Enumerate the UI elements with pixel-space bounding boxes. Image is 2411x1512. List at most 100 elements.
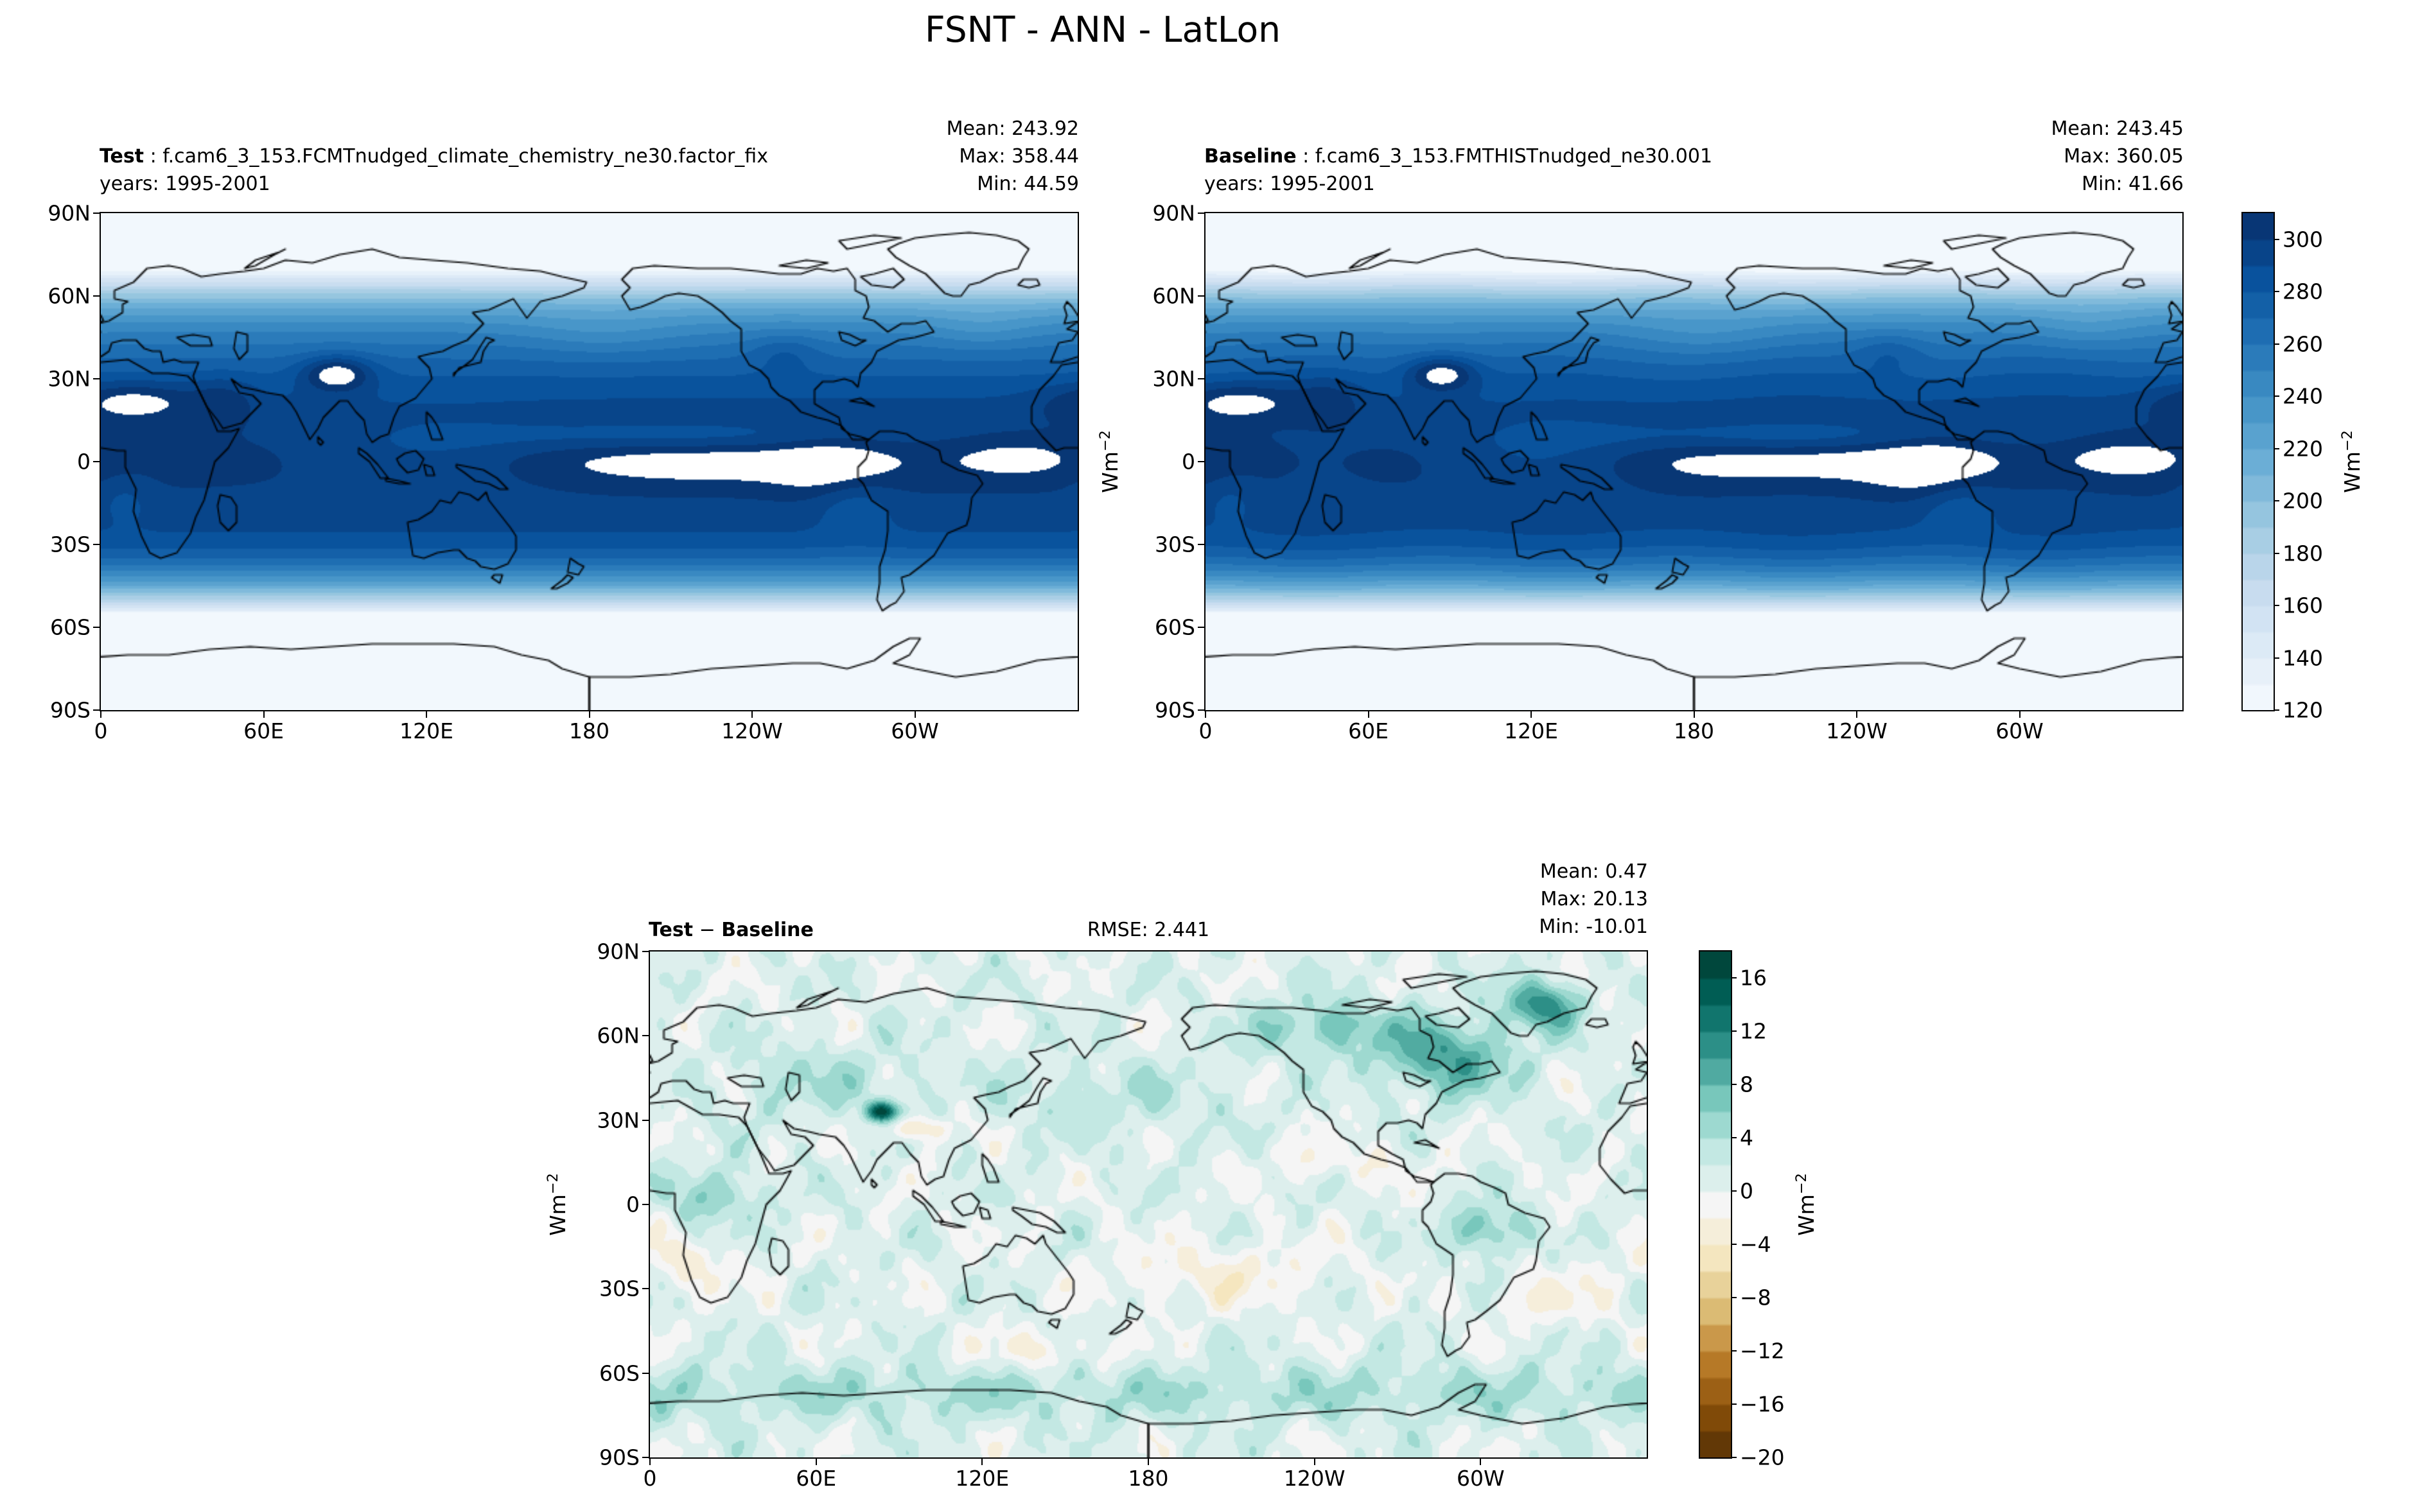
- lat-tick-label: 0: [626, 1192, 640, 1217]
- lat-tick-label: 60N: [597, 1023, 640, 1048]
- colorbar-tick-mark: [1731, 1403, 1737, 1405]
- lat-tick-mark: [93, 295, 101, 297]
- lat-tick-mark: [1198, 461, 1206, 462]
- lon-tick-mark: [1530, 710, 1532, 718]
- unit-base: Wm: [2340, 451, 2365, 493]
- test-stats: Mean: 243.92 Max: 358.44 Min: 44.59: [947, 115, 1079, 198]
- colorbar-tick-label: 300: [2283, 227, 2323, 252]
- colorbar-tick-label: 180: [2283, 541, 2323, 566]
- colorbar-tick-label: 12: [1740, 1018, 1767, 1044]
- lat-tick-label: 90N: [48, 200, 91, 226]
- lat-tick-label: 30S: [50, 532, 91, 557]
- baseline-map-canvas: [1206, 213, 2182, 710]
- lat-tick-label: 0: [1182, 449, 1195, 474]
- unit-base: Wm: [545, 1194, 570, 1236]
- lat-tick-label: 90S: [1155, 697, 1195, 723]
- baseline-stat-mean: Mean: 243.45: [2051, 117, 2184, 140]
- lat-tick-mark: [93, 461, 101, 462]
- baseline-label: Baseline: [1204, 145, 1297, 168]
- diff-colorbar-canvas: [1700, 952, 1731, 1457]
- colorbar-tick-mark: [1731, 1137, 1737, 1139]
- colorbar-tick-mark: [2274, 343, 2279, 345]
- diff-map-canvas: [650, 952, 1647, 1457]
- colorbar-tick-mark: [2274, 500, 2279, 502]
- lat-tick-mark: [642, 1119, 650, 1121]
- diff-stats: Mean: 0.47 Max: 20.13 Min: -10.01: [1539, 858, 1648, 941]
- colorbar-tick-label: 8: [1740, 1072, 1753, 1097]
- test-map: 90N 60N 30N 0 30S 60S 90S 0 60E 120E 180 120W 60W: [48, 203, 1079, 742]
- unit-exponent: −2: [545, 1173, 561, 1195]
- lon-tick-mark: [100, 710, 101, 718]
- diff-stat-min: Min: -10.01: [1539, 916, 1648, 938]
- colorbar-tick-mark: [2274, 552, 2279, 554]
- lat-tick-label: 30N: [1152, 366, 1195, 392]
- colorbar-tick-mark: [1731, 1030, 1737, 1032]
- colorbar-tick-mark: [2274, 709, 2279, 711]
- diff-label-minus: −: [693, 919, 722, 941]
- test-stat-max: Max: 358.44: [959, 145, 1079, 168]
- baseline-run-line: Baseline : f.cam6_3_153.FMTHISTnudged_ne…: [1204, 143, 1712, 170]
- baseline-map: 90N 60N 30N 0 30S 60S 90S 0 60E 120E 180 120W 60W: [1152, 203, 2184, 742]
- test-stat-mean: Mean: 243.92: [946, 117, 1079, 140]
- diff-panel-header: Test − Baseline: [649, 916, 814, 944]
- colorbar-tick-mark: [1731, 1350, 1737, 1352]
- colorbar-tick-label: −8: [1740, 1285, 1771, 1310]
- lat-tick-label: 90N: [1152, 200, 1195, 226]
- lat-tick-mark: [93, 378, 101, 379]
- lat-tick-mark: [642, 1372, 650, 1374]
- diff-stat-mean: Mean: 0.47: [1539, 860, 1648, 883]
- colorbar-tick-label: 200: [2283, 488, 2323, 514]
- lon-tick-mark: [751, 710, 753, 718]
- unit-base: Wm: [1098, 451, 1123, 493]
- lon-tick-label: 0: [643, 1466, 657, 1491]
- lat-tick-mark: [642, 1288, 650, 1290]
- test-stat-min: Min: 44.59: [977, 173, 1079, 195]
- lon-tick-label: 60E: [796, 1466, 837, 1491]
- lon-tick-mark: [1148, 1457, 1149, 1465]
- baseline-map-unit-label: Wm−2: [1097, 430, 1123, 493]
- colorbar-tick-label: 220: [2283, 436, 2323, 462]
- colorbar-tick-label: 0: [1740, 1178, 1753, 1204]
- lon-tick-label: 60E: [1348, 718, 1389, 743]
- colorbar-tick-mark: [1731, 1457, 1737, 1458]
- lat-tick-mark: [93, 543, 101, 545]
- colorbar-tick-mark: [1731, 1297, 1737, 1299]
- lon-tick-mark: [815, 1457, 817, 1465]
- baseline-separator: :: [1296, 145, 1315, 168]
- colorbar-tick-label: 16: [1740, 965, 1767, 991]
- lat-tick-label: 60S: [1155, 614, 1195, 640]
- lon-tick-label: 120W: [1826, 718, 1888, 743]
- colorbar-tick-mark: [2274, 605, 2279, 607]
- lat-tick-label: 30S: [1155, 532, 1195, 557]
- lat-tick-label: 60S: [50, 614, 91, 640]
- lon-tick-label: 120W: [721, 718, 783, 743]
- test-panel-header: Test : f.cam6_3_153.FCMTnudged_climate_c…: [100, 143, 768, 198]
- test-label: Test: [100, 145, 145, 168]
- baseline-stat-max: Max: 360.05: [2064, 145, 2184, 168]
- top-colorbar: 300 280 260 240 220 200 180 160 140 120: [2241, 212, 2323, 721]
- colorbar-tick-mark: [2274, 291, 2279, 293]
- lat-tick-mark: [93, 213, 101, 214]
- lat-tick-mark: [1198, 295, 1206, 297]
- top-colorbar-canvas: [2243, 213, 2274, 710]
- test-years: years: 1995-2001: [100, 173, 270, 195]
- lat-tick-mark: [1198, 709, 1206, 711]
- colorbar-tick-mark: [1731, 977, 1737, 979]
- lon-tick-label: 60W: [1995, 718, 2044, 743]
- unit-exponent: −2: [2339, 430, 2356, 452]
- lat-tick-mark: [93, 709, 101, 711]
- lat-tick-label: 30N: [597, 1108, 640, 1133]
- lon-tick-label: 120E: [399, 718, 453, 743]
- lat-tick-mark: [642, 1457, 650, 1458]
- colorbar-tick-label: 140: [2283, 645, 2323, 671]
- top-colorbar-unit-label: Wm−2: [2339, 430, 2365, 493]
- lat-tick-mark: [93, 627, 101, 628]
- colorbar-tick-mark: [2274, 238, 2279, 240]
- colorbar-tick-label: 240: [2283, 383, 2323, 409]
- lat-tick-mark: [642, 1204, 650, 1205]
- lon-tick-label: 0: [1198, 718, 1213, 743]
- diff-stat-max: Max: 20.13: [1540, 888, 1648, 910]
- baseline-run-name: f.cam6_3_153.FMTHISTnudged_ne30.001: [1315, 145, 1713, 168]
- lat-tick-label: 60N: [1152, 283, 1195, 309]
- baseline-panel-header: Baseline : f.cam6_3_153.FMTHISTnudged_ne…: [1204, 143, 1712, 198]
